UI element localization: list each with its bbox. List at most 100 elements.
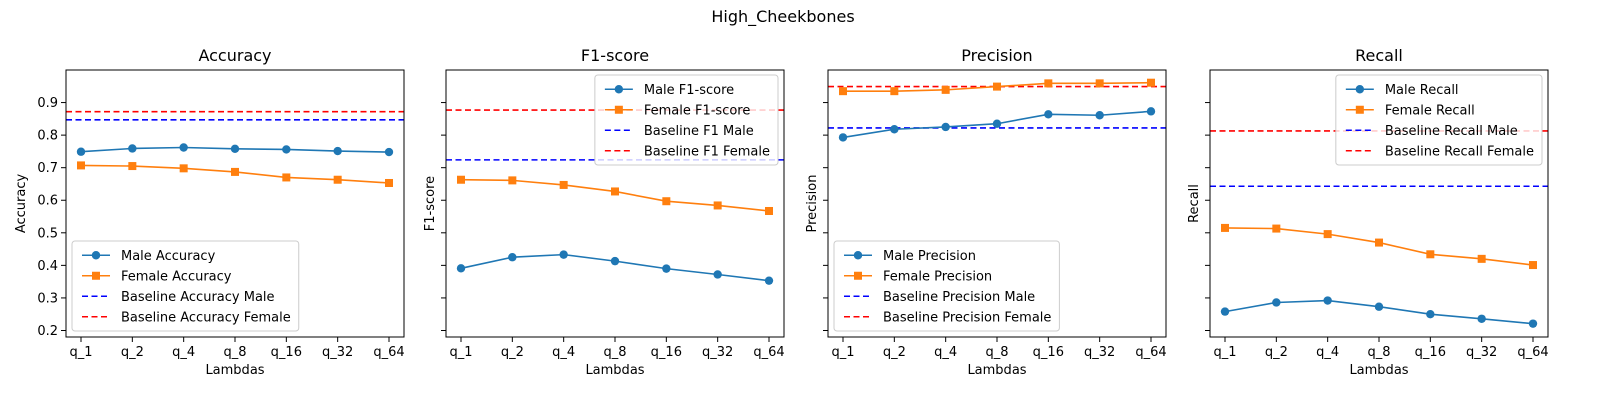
legend-label: Male Accuracy <box>121 249 216 264</box>
legend-marker <box>1355 105 1364 114</box>
legend-label: Female Recall <box>1385 103 1475 118</box>
subplot-precision: Precision q_1 q_2 q_4 q_8 q_16 q_32 q_64 Lambdas… <box>805 46 1167 378</box>
data-point-female <box>839 87 847 96</box>
data-point-female <box>1426 250 1435 259</box>
y-axis-label: Accuracy <box>14 174 29 234</box>
x-tick-label: q_1 <box>449 345 472 360</box>
legend-label: Baseline Recall Male <box>1385 124 1518 139</box>
data-point-male <box>384 147 394 157</box>
data-point-female <box>231 167 239 176</box>
data-point-male <box>838 133 848 142</box>
y-tick-label: 0.3 <box>37 291 58 306</box>
plot-area-frame <box>827 69 1167 338</box>
legend-marker <box>92 271 100 280</box>
subplot-f1-score: F1-score q_1 q_2 q_4 q_8 q_16 q_32 q_64 Lambdas F… <box>423 46 785 378</box>
x-tick-label: q_4 <box>172 345 195 360</box>
x-tick-label: q_4 <box>934 345 957 360</box>
y-tick-label: 0.2 <box>37 324 58 339</box>
x-tick-label: q_1 <box>1213 345 1236 360</box>
data-point-male <box>1374 302 1384 311</box>
data-point-female <box>1147 78 1155 87</box>
data-point-female <box>765 206 773 215</box>
legend: Male Precision Female Precision Baseline P… <box>833 240 1060 332</box>
data-point-male <box>559 250 568 259</box>
data-point-female <box>941 85 950 94</box>
x-tick-label: q_32 <box>322 345 353 360</box>
data-point-female <box>282 173 291 182</box>
legend-marker <box>614 85 624 94</box>
x-tick-label: q_64 <box>753 345 784 360</box>
x-tick-label: q_16 <box>1033 345 1064 360</box>
x-tick-label: q_32 <box>702 345 733 360</box>
data-point-female <box>508 176 517 185</box>
legend-label: Female Precision <box>883 269 992 284</box>
legend-box <box>1335 74 1543 166</box>
legend-label: Baseline Precision Male <box>883 290 1035 305</box>
x-tick-label: q_16 <box>271 345 302 360</box>
data-point-female <box>1221 223 1229 232</box>
legend-label: Baseline Accuracy Male <box>121 290 275 305</box>
data-point-female <box>1323 230 1332 239</box>
subplot-title: F1-score <box>581 46 649 65</box>
figure-title: High_Cheekbones <box>711 7 854 27</box>
data-point-male <box>128 144 137 153</box>
x-tick-label: q_16 <box>651 345 682 360</box>
data-point-female <box>179 164 188 173</box>
legend-label: Female Accuracy <box>121 269 232 284</box>
x-tick-label: q_2 <box>883 345 906 360</box>
data-point-female <box>1272 224 1281 233</box>
data-point-male <box>610 256 620 266</box>
data-point-male <box>1426 310 1435 319</box>
data-point-female <box>457 175 465 184</box>
x-tick-label: q_1 <box>831 345 854 360</box>
data-point-male <box>508 253 517 262</box>
data-point-female <box>559 180 568 189</box>
data-point-male <box>1477 314 1486 323</box>
legend-marker <box>853 251 863 260</box>
data-point-female <box>128 162 137 171</box>
legend-marker <box>614 105 623 114</box>
x-tick-label: q_32 <box>1466 345 1497 360</box>
y-axis-label: Precision <box>805 174 820 232</box>
legend-box <box>833 240 1060 332</box>
y-tick-label: 0.8 <box>37 129 58 144</box>
subplot-title: Accuracy <box>198 46 271 65</box>
data-point-male <box>890 125 899 134</box>
data-point-male <box>662 264 671 273</box>
x-tick-label: q_8 <box>985 345 1008 360</box>
legend-label: Male F1-score <box>644 83 734 98</box>
legend: Male Recall Female Recall Baseline Recall … <box>1335 74 1543 166</box>
data-point-female <box>385 178 393 187</box>
x-tick-label: q_1 <box>69 345 92 360</box>
x-tick-label: q_4 <box>552 345 575 360</box>
data-point-male <box>1095 111 1104 120</box>
legend-label: Baseline Accuracy Female <box>121 310 291 325</box>
legend-label: Female F1-score <box>644 103 751 118</box>
x-tick-label: q_32 <box>1084 345 1115 360</box>
data-point-female <box>77 161 85 170</box>
data-point-male <box>764 276 774 285</box>
x-axis-label: Lambdas <box>205 363 264 378</box>
legend-label: Baseline F1 Male <box>644 124 754 139</box>
data-point-male <box>1323 296 1332 305</box>
data-point-male <box>992 119 1002 128</box>
data-point-female <box>333 175 342 184</box>
data-point-female <box>993 82 1001 91</box>
subplot-title: Precision <box>961 46 1032 65</box>
data-point-female <box>1095 79 1104 88</box>
plot-area-frame <box>1209 69 1549 338</box>
legend-label: Baseline Recall Female <box>1385 144 1534 159</box>
data-point-male <box>282 145 291 154</box>
legend: Male Accuracy Female Accuracy Baseline Acc… <box>71 240 300 332</box>
data-point-male <box>179 143 188 152</box>
data-point-female <box>1477 254 1486 263</box>
legend-marker <box>854 271 862 280</box>
y-tick-label: 0.7 <box>37 161 58 176</box>
x-tick-label: q_64 <box>1135 345 1166 360</box>
data-point-female <box>1375 238 1383 247</box>
data-point-female <box>1044 79 1053 88</box>
y-axis-label: F1-score <box>423 176 438 231</box>
x-tick-label: q_16 <box>1415 345 1446 360</box>
legend-label: Male Precision <box>883 249 976 264</box>
data-point-female <box>890 87 899 96</box>
